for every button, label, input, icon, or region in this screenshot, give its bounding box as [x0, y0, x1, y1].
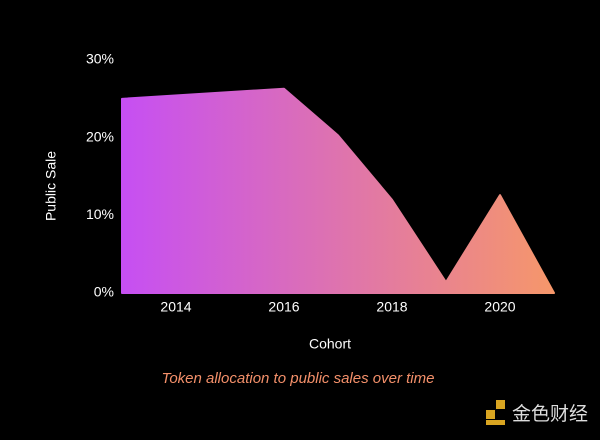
y-tick-label: 20% — [86, 128, 114, 144]
y-tick-label: 30% — [86, 51, 114, 67]
y-axis-label: Public Sale — [43, 151, 59, 221]
watermark-logo — [486, 400, 505, 425]
x-tick-label: 2014 — [160, 299, 191, 315]
caption: Token allocation to public sales over ti… — [162, 370, 435, 387]
x-axis-label: Cohort — [309, 336, 351, 352]
y-tick-label: 10% — [86, 206, 114, 222]
area — [121, 87, 555, 294]
x-tick-label: 2018 — [376, 299, 407, 315]
watermark: 金色财经 — [512, 403, 588, 425]
y-tick-label: 0% — [94, 284, 114, 300]
x-tick-label: 2020 — [484, 299, 515, 315]
x-tick-label: 2016 — [268, 299, 299, 315]
